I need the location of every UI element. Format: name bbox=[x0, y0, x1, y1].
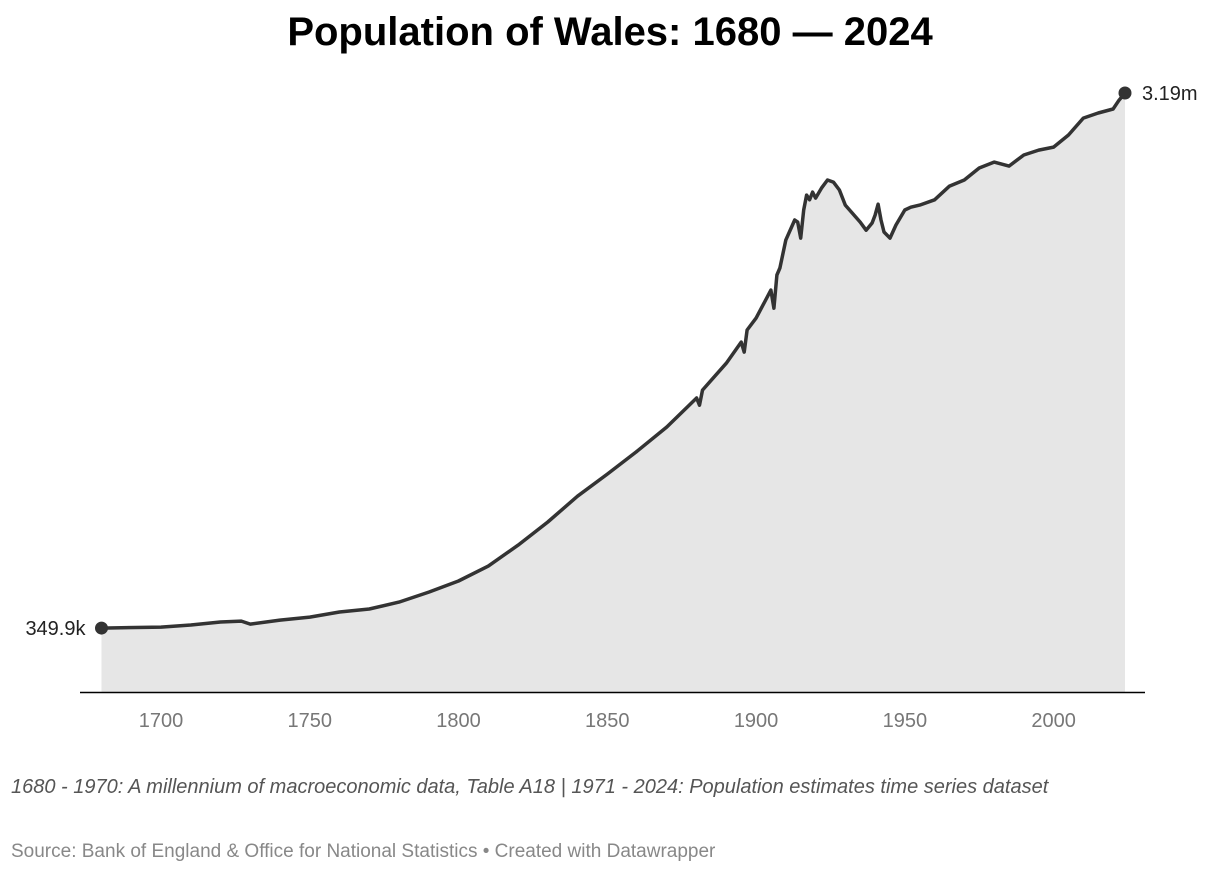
x-tick-label: 1750 bbox=[288, 710, 333, 732]
x-tick-label: 1900 bbox=[734, 710, 779, 732]
endpoint-marker bbox=[1118, 86, 1132, 100]
x-tick-label: 1950 bbox=[883, 710, 928, 732]
series-line bbox=[101, 91, 1127, 630]
data-label: 349.9k bbox=[25, 618, 86, 640]
x-tick-label: 1700 bbox=[139, 710, 184, 732]
chart-source: Source: Bank of England & Office for Nat… bbox=[11, 841, 716, 862]
endpoint-marker bbox=[95, 621, 108, 635]
chart-title: Population of Wales: 1680 — 2024 bbox=[287, 10, 933, 54]
x-tick-label: 1850 bbox=[585, 710, 630, 732]
chart-notes: 1680 - 1970: A millennium of macroeconom… bbox=[11, 776, 1049, 798]
x-tick-label: 1800 bbox=[436, 710, 481, 732]
x-tick-label: 2000 bbox=[1031, 710, 1076, 732]
area-fill bbox=[101, 93, 1125, 692]
data-label: 3.19m bbox=[1142, 83, 1198, 105]
